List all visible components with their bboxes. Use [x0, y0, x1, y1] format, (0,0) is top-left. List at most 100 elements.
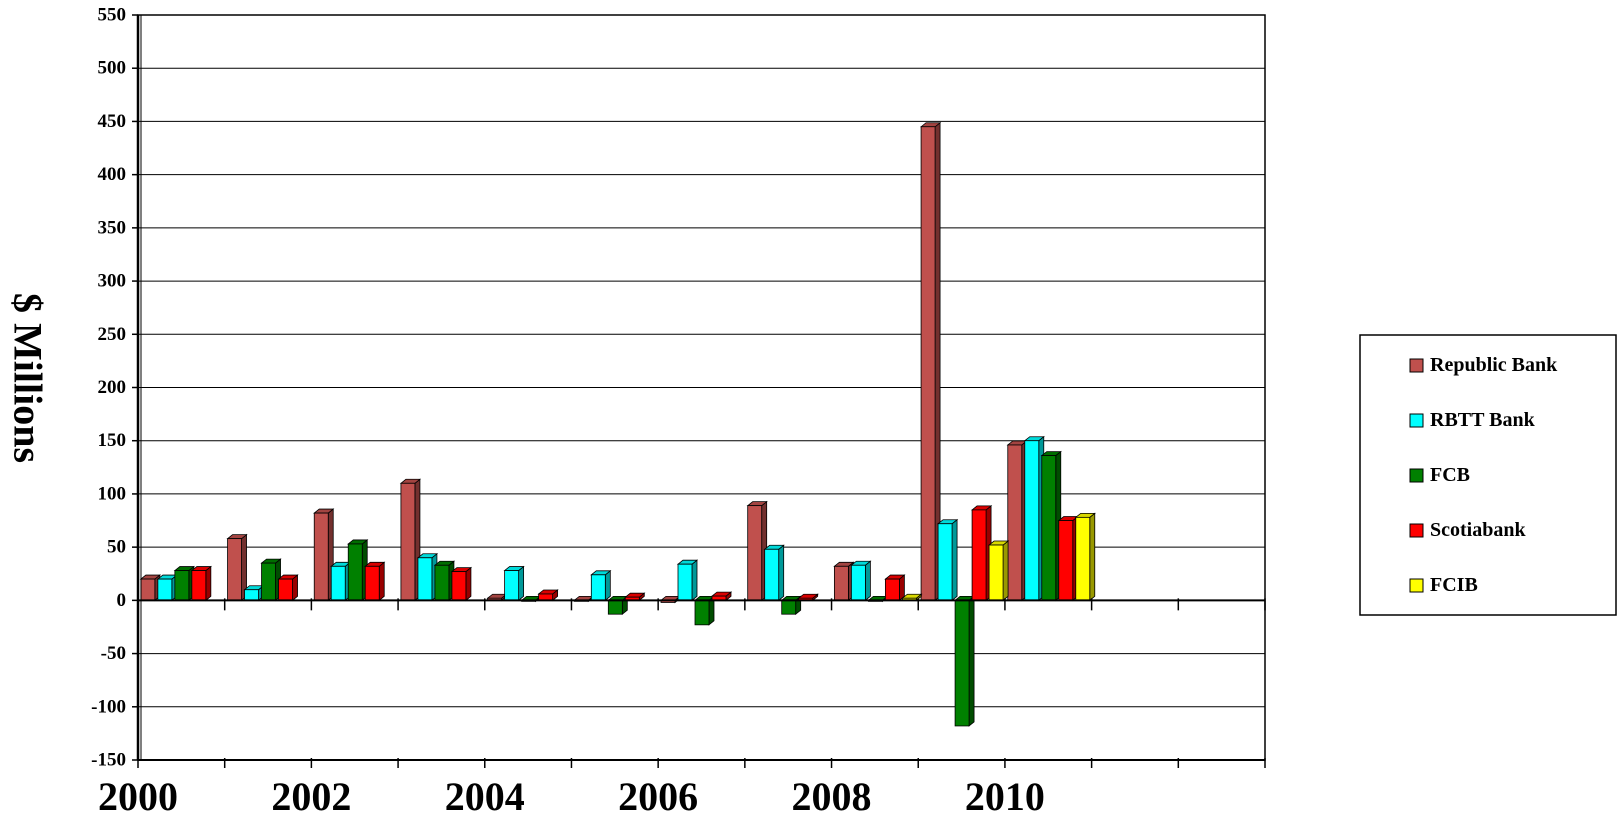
bar-side: [465, 566, 472, 602]
bar: [364, 561, 386, 602]
bar-front: [434, 564, 450, 601]
bar-front: [347, 543, 363, 601]
x-tick-label: 2002: [271, 774, 351, 819]
bar-front: [313, 512, 329, 601]
bar-side: [518, 565, 525, 602]
y-tick-label: -100: [91, 696, 126, 717]
y-tick-label: 250: [98, 324, 127, 345]
bar-front: [227, 538, 242, 601]
bar: [953, 595, 976, 727]
bar: [537, 589, 559, 602]
bar: [173, 565, 195, 602]
bar: [884, 574, 906, 602]
bar: [970, 505, 993, 602]
bar: [763, 544, 785, 602]
bar: [780, 595, 802, 616]
bar-front: [417, 557, 433, 601]
legend-swatch: [1409, 358, 1424, 373]
bar-side: [968, 595, 975, 727]
bar-front: [607, 599, 623, 615]
bar-front: [191, 570, 207, 601]
x-tick-label: 2008: [792, 774, 872, 819]
bar: [226, 533, 248, 602]
bar-side: [378, 561, 385, 602]
axes: [132, 14, 1266, 768]
legend-swatch: [1409, 468, 1424, 483]
bar-front: [833, 565, 849, 601]
bar: [139, 574, 161, 602]
bar-front: [174, 570, 190, 601]
bar: [156, 574, 178, 602]
bar: [710, 591, 733, 602]
legend-label: RBTT Bank: [1430, 409, 1536, 431]
bar-front: [590, 574, 606, 601]
bar: [277, 574, 299, 602]
bar-front: [140, 578, 156, 601]
bar: [330, 561, 352, 602]
bar-front: [1075, 516, 1091, 601]
bar: [399, 478, 422, 602]
legend-box: [1359, 334, 1617, 616]
x-tick-labels: 2000 2002 2004 2006 2008 2010: [98, 774, 1045, 819]
x-tick-label: 2010: [965, 774, 1045, 819]
bar: [243, 584, 265, 602]
bar-front: [1058, 520, 1074, 601]
bar-front: [954, 599, 970, 727]
bar-side: [691, 559, 698, 602]
y-tick-labels: 550500450400350300250200150100500-50-100…: [91, 5, 126, 771]
legend-label: FCIB: [1430, 574, 1478, 596]
bar: [347, 539, 369, 602]
y-tick-label: 0: [117, 590, 127, 611]
bar-front: [920, 126, 936, 601]
y-tick-label: -50: [101, 643, 126, 664]
bar: [313, 508, 335, 602]
bar: [1040, 450, 1062, 602]
bar: [746, 500, 768, 602]
bar-front: [1041, 455, 1057, 601]
bar-side: [205, 565, 212, 602]
bar-front: [1024, 440, 1040, 601]
bar: [987, 540, 1010, 602]
bar: [433, 560, 456, 602]
bar-side: [864, 560, 871, 602]
bar-front: [1007, 444, 1023, 601]
bar-front: [764, 548, 780, 601]
bar: [503, 565, 525, 602]
bar: [450, 566, 473, 602]
y-tick-label: 450: [98, 111, 127, 132]
bar: [919, 121, 942, 602]
bar-front: [157, 578, 173, 601]
legend-label: Scotiabank: [1430, 519, 1526, 541]
bar-front: [400, 482, 416, 601]
bar-side: [604, 569, 611, 602]
bar: [1074, 512, 1096, 602]
bar-front: [451, 571, 467, 601]
y-tick-label: -150: [91, 750, 126, 771]
bar: [190, 565, 212, 602]
bar-front: [504, 570, 520, 601]
bar: [1057, 515, 1079, 602]
bar-front: [971, 509, 987, 601]
legend-swatch: [1409, 523, 1424, 538]
y-tick-label: 400: [98, 164, 127, 185]
bar-side: [1089, 512, 1096, 602]
bar-front: [850, 564, 866, 601]
bar-side: [1002, 540, 1009, 602]
bar: [590, 569, 612, 602]
y-axis-label: $ Millions: [6, 293, 51, 463]
legend-label: Republic Bank: [1430, 354, 1558, 376]
bar-front: [677, 563, 693, 601]
legend-swatch: [1409, 578, 1424, 593]
y-tick-label: 550: [98, 5, 127, 26]
bar-front: [781, 599, 797, 615]
bars: [139, 121, 1096, 727]
bar: [850, 560, 872, 602]
y-tick-label: 50: [107, 537, 126, 558]
y-tick-label: 500: [98, 58, 127, 79]
bar: [936, 518, 959, 602]
bar-front: [330, 565, 346, 601]
bar: [624, 592, 646, 602]
bar-front: [988, 544, 1004, 601]
bar-side: [951, 518, 958, 602]
